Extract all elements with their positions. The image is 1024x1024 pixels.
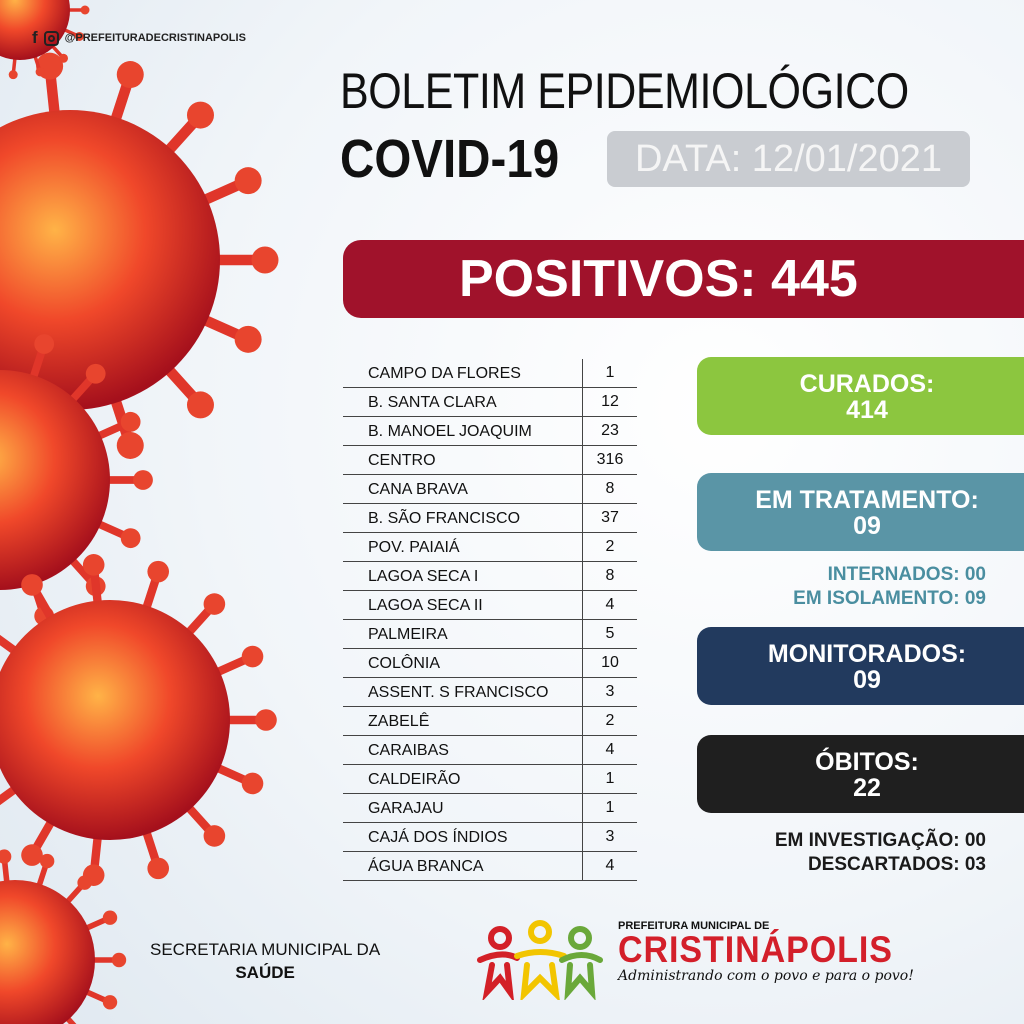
table-row: CANA BRAVA 8 bbox=[343, 475, 637, 504]
logo-name: CRISTINÁPOLIS bbox=[618, 929, 893, 970]
table-row: CAJÁ DOS ÍNDIOS 3 bbox=[343, 823, 637, 852]
case-count: 3 bbox=[605, 683, 615, 700]
case-count: 37 bbox=[601, 509, 619, 526]
case-count: 316 bbox=[596, 451, 624, 468]
neighborhood-name: CAMPO DA FLORES bbox=[343, 359, 583, 387]
facebook-icon[interactable]: f bbox=[32, 28, 38, 47]
curados-label: CURADOS: bbox=[799, 370, 935, 398]
case-count: 23 bbox=[601, 422, 619, 439]
descartados-text: DESCARTADOS: 03 bbox=[807, 854, 986, 875]
neighborhood-name: B. SÃO FRANCISCO bbox=[343, 504, 583, 532]
table-row: PALMEIRA 5 bbox=[343, 620, 637, 649]
table-row: POV. PAIAIÁ 2 bbox=[343, 533, 637, 562]
positivos-banner: POSITIVOS: 445 bbox=[343, 240, 1024, 318]
neighborhood-name: CALDEIRÃO bbox=[343, 765, 583, 793]
obitos-box: ÓBITOS: 22 bbox=[697, 735, 1024, 813]
table-row: CALDEIRÃO 1 bbox=[343, 765, 637, 794]
social-handle-text: @PREFEITURADECRISTINAPOLIS bbox=[64, 32, 246, 44]
logo-top-text: PREFEITURA MUNICIPAL DE bbox=[618, 920, 770, 932]
secretaria-label: SECRETARIA MUNICIPAL DA SAÚDE bbox=[150, 938, 380, 984]
neighborhood-name: GARAJAU bbox=[343, 794, 583, 822]
case-count: 1 bbox=[605, 799, 615, 816]
neighborhood-name: CARAIBAS bbox=[343, 736, 583, 764]
neighborhood-name: ZABELÊ bbox=[343, 707, 583, 735]
date-badge: DATA: 12/01/2021 bbox=[607, 131, 970, 187]
tratamento-details: INTERNADOS: 00 EM ISOLAMENTO: 09 bbox=[793, 563, 986, 611]
secretaria-line2: SAÚDE bbox=[235, 963, 295, 982]
case-count: 5 bbox=[605, 625, 615, 642]
case-count: 8 bbox=[605, 567, 615, 584]
logo-slogan: Administrando com o povo e para o povo! bbox=[618, 968, 914, 984]
table-row: CARAIBAS 4 bbox=[343, 736, 637, 765]
prefeitura-logo: PREFEITURA MUNICIPAL DE CRISTINÁPOLIS Ad… bbox=[618, 920, 917, 984]
neighborhood-name: LAGOA SECA II bbox=[343, 591, 583, 619]
neighborhood-name: CANA BRAVA bbox=[343, 475, 583, 503]
table-row: LAGOA SECA II 4 bbox=[343, 591, 637, 620]
neighborhood-name: CAJÁ DOS ÍNDIOS bbox=[343, 823, 583, 851]
case-count: 4 bbox=[605, 741, 615, 758]
table-row: ÁGUA BRANCA 4 bbox=[343, 852, 637, 881]
page-subtitle: COVID-19 bbox=[340, 129, 560, 189]
table-row: B. MANOEL JOAQUIM 23 bbox=[343, 417, 637, 446]
case-count: 4 bbox=[605, 857, 615, 874]
tratamento-label: EM TRATAMENTO: bbox=[755, 486, 979, 514]
case-count: 12 bbox=[601, 393, 619, 410]
instagram-icon[interactable] bbox=[43, 30, 59, 46]
neighborhood-name: ÁGUA BRANCA bbox=[343, 852, 583, 880]
curados-value: 414 bbox=[846, 396, 888, 424]
obitos-details: EM INVESTIGAÇÃO: 00 DESCARTADOS: 03 bbox=[775, 829, 986, 877]
secretaria-line1: SECRETARIA MUNICIPAL DA bbox=[150, 940, 381, 959]
case-count: 1 bbox=[605, 770, 615, 787]
virus-icon bbox=[0, 554, 277, 886]
monitorados-box: MONITORADOS: 09 bbox=[697, 627, 1024, 705]
case-count: 10 bbox=[601, 654, 619, 671]
monitorados-value: 09 bbox=[853, 666, 881, 694]
table-row: CENTRO 316 bbox=[343, 446, 637, 475]
table-row: ZABELÊ 2 bbox=[343, 707, 637, 736]
neighborhood-name: COLÔNIA bbox=[343, 649, 583, 677]
table-row: ASSENT. S FRANCISCO 3 bbox=[343, 678, 637, 707]
isolamento-text: EM ISOLAMENTO: 09 bbox=[793, 588, 986, 609]
neighborhood-name: CENTRO bbox=[343, 446, 583, 474]
table-row: CAMPO DA FLORES 1 bbox=[343, 359, 637, 388]
neighborhood-name: LAGOA SECA I bbox=[343, 562, 583, 590]
table-row: LAGOA SECA I 8 bbox=[343, 562, 637, 591]
case-count: 2 bbox=[605, 712, 615, 729]
neighborhood-name: PALMEIRA bbox=[343, 620, 583, 648]
page-title: BOLETIM EPIDEMIOLÓGICO bbox=[340, 63, 909, 119]
table-row: B. SANTA CLARA 12 bbox=[343, 388, 637, 417]
monitorados-label: MONITORADOS: bbox=[767, 640, 967, 668]
curados-box: CURADOS: 414 bbox=[697, 357, 1024, 435]
tratamento-value: 09 bbox=[853, 512, 881, 540]
virus-icon bbox=[0, 849, 127, 1024]
virus-icon bbox=[0, 334, 153, 626]
investigacao-text: EM INVESTIGAÇÃO: 00 bbox=[774, 830, 986, 851]
virus-illustration bbox=[0, 0, 279, 1024]
table-row: GARAJAU 1 bbox=[343, 794, 637, 823]
obitos-value: 22 bbox=[853, 774, 881, 802]
neighborhood-name: B. MANOEL JOAQUIM bbox=[343, 417, 583, 445]
table-row: B. SÃO FRANCISCO 37 bbox=[343, 504, 637, 533]
case-count: 4 bbox=[605, 596, 615, 613]
obitos-label: ÓBITOS: bbox=[815, 748, 919, 776]
case-count: 2 bbox=[605, 538, 615, 555]
internados-text: INTERNADOS: 00 bbox=[827, 564, 986, 585]
tratamento-box: EM TRATAMENTO: 09 bbox=[697, 473, 1024, 551]
neighborhood-name: ASSENT. S FRANCISCO bbox=[343, 678, 583, 706]
prefeitura-logo-figures bbox=[477, 920, 603, 1000]
neighborhood-name: B. SANTA CLARA bbox=[343, 388, 583, 416]
social-handle[interactable]: f @PREFEITURADECRISTINAPOLIS bbox=[32, 28, 246, 48]
table-row: COLÔNIA 10 bbox=[343, 649, 637, 678]
case-count: 1 bbox=[605, 364, 615, 381]
case-count: 8 bbox=[605, 480, 615, 497]
neighborhood-name: POV. PAIAIÁ bbox=[343, 533, 583, 561]
neighborhood-table: CAMPO DA FLORES 1 B. SANTA CLARA 12 B. MANOE… bbox=[343, 359, 637, 881]
case-count: 3 bbox=[605, 828, 615, 845]
